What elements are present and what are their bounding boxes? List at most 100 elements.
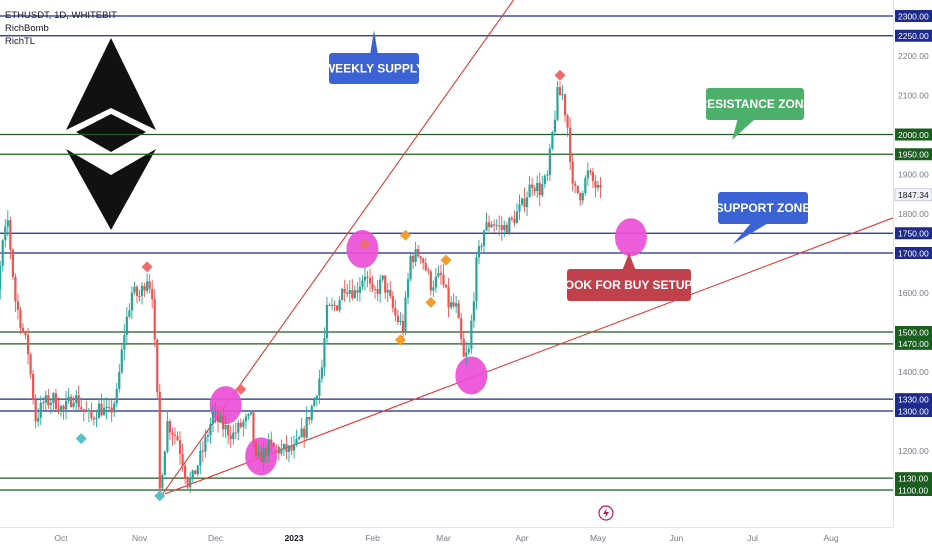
candle <box>254 440 258 459</box>
candle-body <box>546 174 549 176</box>
candle-body <box>396 315 399 322</box>
signal-diamond[interactable] <box>235 383 247 395</box>
level-price-tag-label: 1750.00 <box>898 229 929 239</box>
candle-body <box>201 450 204 452</box>
candle-body <box>54 393 58 409</box>
candle-body <box>26 335 30 355</box>
candle <box>328 303 331 307</box>
candle-body <box>184 465 187 478</box>
candle-body <box>389 289 392 297</box>
candle-body <box>9 220 12 250</box>
candle <box>305 406 308 441</box>
candle-body <box>37 417 40 422</box>
candle <box>163 450 166 476</box>
dividends-flash-icon[interactable] <box>598 505 614 521</box>
candle <box>82 409 85 422</box>
level-price-tag <box>895 337 932 350</box>
candle <box>351 279 354 301</box>
candle-body <box>64 400 68 410</box>
candle <box>401 314 405 339</box>
candle-body <box>531 184 534 188</box>
candle <box>460 312 463 346</box>
candle-body <box>239 422 242 427</box>
candle <box>120 344 123 375</box>
callout-look-for-buy-setups[interactable]: LOOK FOR BUY SETUPS <box>557 253 701 301</box>
candle-body <box>39 402 42 418</box>
candle-body <box>138 295 141 297</box>
signal-diamond[interactable] <box>425 296 437 308</box>
candle-body <box>394 308 397 316</box>
candle <box>62 404 65 420</box>
callout-support-zone-pointer <box>733 222 770 244</box>
candle-body <box>482 230 486 246</box>
candle-body <box>495 225 498 227</box>
signal-diamond[interactable] <box>141 261 153 273</box>
candle <box>42 397 45 411</box>
candle-body <box>100 403 103 416</box>
candle <box>508 216 511 236</box>
candle-body <box>67 396 70 401</box>
level-price-tag-label: 1700.00 <box>898 248 929 258</box>
candle-body <box>158 391 161 489</box>
price-axis-tick: 1400.00 <box>898 367 929 377</box>
candle-body <box>422 258 425 263</box>
candle <box>563 93 567 123</box>
level-price-tag <box>895 393 932 406</box>
candle-body <box>338 300 341 311</box>
time-axis-tick: Feb <box>365 533 380 543</box>
callout-resistance-zone-box <box>706 88 804 120</box>
callout-support-zone[interactable]: SUPPORT ZONE <box>716 192 811 244</box>
candle-body <box>465 352 468 357</box>
candle-body <box>151 288 154 300</box>
time-axis-tick: Oct <box>54 533 68 543</box>
candle-body <box>257 452 260 457</box>
candle <box>265 444 268 464</box>
candle <box>348 280 351 303</box>
current-price-tag <box>894 188 932 202</box>
candle-body <box>589 170 592 173</box>
candle-body <box>282 444 286 449</box>
candle-body <box>576 185 579 193</box>
candle-body <box>500 225 503 230</box>
candle <box>118 364 121 393</box>
level-price-tag-label: 1500.00 <box>898 327 929 337</box>
candle-body <box>310 406 313 420</box>
candle <box>298 435 301 441</box>
candle-body <box>528 184 531 198</box>
signal-diamond[interactable] <box>399 229 411 241</box>
candle-body <box>308 417 311 420</box>
candle-body <box>249 412 253 415</box>
candle <box>130 286 134 319</box>
candle <box>29 352 32 379</box>
time-axis[interactable]: Oct Nov Dec 2023 Feb Mar Apr May Jun Jul Aug <box>0 527 893 550</box>
current-price-label: 1847.34 <box>898 190 929 200</box>
candle <box>596 180 600 192</box>
candle <box>32 369 35 405</box>
candle <box>510 215 513 222</box>
callout-weekly-supply[interactable]: WEEKLY SUPPLY <box>324 30 424 84</box>
price-axis[interactable]: 2200.00 2100.00 1900.00 1800.00 1600.00 1400.… <box>893 0 932 550</box>
callout-resistance-zone[interactable]: RESISTANCE ZONE <box>698 88 812 140</box>
candle-body <box>194 470 197 475</box>
candle <box>292 435 296 459</box>
candle-body <box>591 172 595 182</box>
candle-body <box>118 372 121 390</box>
signal-diamond[interactable] <box>359 238 371 250</box>
indicator-label-richbomb[interactable]: RichBomb <box>5 23 49 34</box>
signal-diamond[interactable] <box>154 490 166 502</box>
candle-body <box>44 395 47 403</box>
candle <box>26 327 30 365</box>
signal-diamond[interactable] <box>75 433 87 445</box>
signal-diamond[interactable] <box>394 334 406 346</box>
candle <box>384 275 387 299</box>
signal-diamond[interactable] <box>440 254 452 266</box>
candle-body <box>90 409 93 418</box>
signal-diamond[interactable] <box>554 69 566 81</box>
candle-body <box>19 309 22 328</box>
candle-body <box>32 373 35 400</box>
indicator-label-richtl[interactable]: RichTL <box>5 36 36 47</box>
callout-weekly-supply-box <box>329 53 419 84</box>
candle <box>146 273 149 294</box>
candle-body <box>449 302 453 308</box>
